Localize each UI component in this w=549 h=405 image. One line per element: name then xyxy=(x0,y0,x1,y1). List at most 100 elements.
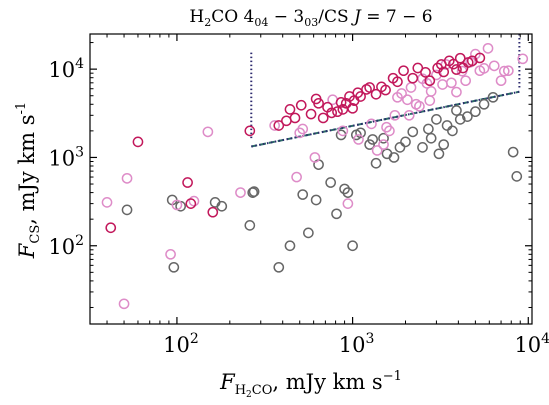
chart-title: H2CO 404 − 303/CS J = 7 − 6 xyxy=(189,7,432,29)
data-marks xyxy=(101,34,529,310)
data-point-pink xyxy=(235,187,246,198)
data-point-gray xyxy=(425,132,437,144)
data-point-gray xyxy=(355,127,366,139)
data-point-gray xyxy=(507,146,519,158)
data-point-pink xyxy=(101,197,113,208)
data-point-gray xyxy=(339,183,350,195)
y-tick-label-base: 10 xyxy=(48,58,75,82)
data-point-gray xyxy=(470,106,481,118)
data-point-gray xyxy=(388,152,400,163)
x-tick-label: 104 xyxy=(514,331,549,357)
data-point-gray xyxy=(378,132,389,144)
y-tick-label: 104 xyxy=(48,56,84,82)
x-tick-label: 103 xyxy=(339,331,375,357)
data-point-gray xyxy=(511,171,523,182)
data-point-crimson xyxy=(347,102,358,114)
data-point-pink xyxy=(425,86,437,97)
x-tick-label-base: 10 xyxy=(163,333,190,357)
data-point-crimson xyxy=(326,107,338,119)
data-point-crimson xyxy=(398,65,409,77)
data-point-gray xyxy=(273,261,285,273)
data-point-pink xyxy=(371,145,383,156)
data-point-pink xyxy=(421,78,433,89)
data-point-pink xyxy=(291,171,302,183)
data-point-pink xyxy=(488,60,500,72)
data-point-gray xyxy=(447,125,458,137)
data-point-gray xyxy=(400,136,411,148)
x-axis-label: FH2CO, mJy km s−1 xyxy=(219,369,402,400)
data-point-gray xyxy=(168,261,180,273)
data-point-crimson xyxy=(295,99,307,111)
data-point-gray xyxy=(247,187,259,198)
y-tick-label-base: 10 xyxy=(48,235,75,259)
data-point-gray xyxy=(433,148,445,160)
data-point-pink xyxy=(403,109,415,121)
data-point-pink xyxy=(269,120,281,131)
data-point-pink xyxy=(405,82,417,93)
data-point-crimson xyxy=(420,66,431,78)
data-point-crimson xyxy=(454,52,466,64)
data-point-gray xyxy=(451,105,462,116)
data-point-gray xyxy=(244,220,256,231)
y-tick-label-exp: 3 xyxy=(75,144,84,160)
data-point-gray xyxy=(431,114,442,125)
data-point-gray xyxy=(454,114,466,125)
data-point-gray xyxy=(370,157,382,169)
x-tick-label-exp: 3 xyxy=(366,331,375,347)
data-point-pink xyxy=(353,134,364,145)
data-point-gray xyxy=(394,142,406,153)
data-point-gray xyxy=(248,186,260,197)
data-point-crimson xyxy=(407,72,419,84)
data-point-pink xyxy=(424,95,436,106)
x-tick-label-base: 10 xyxy=(514,333,541,357)
data-point-gray xyxy=(462,111,473,122)
data-point-crimson xyxy=(380,84,391,96)
data-point-crimson xyxy=(317,112,329,124)
data-point-gray xyxy=(441,120,453,131)
data-point-crimson xyxy=(335,97,347,108)
data-point-pink xyxy=(384,125,395,137)
data-point-pink xyxy=(437,79,448,90)
data-point-crimson xyxy=(207,206,219,218)
data-point-crimson xyxy=(273,120,285,131)
data-point-pink xyxy=(297,123,309,135)
data-point-pink xyxy=(118,298,130,310)
data-point-pink xyxy=(121,172,133,184)
data-point-crimson xyxy=(370,88,382,100)
data-point-pink xyxy=(431,69,442,81)
data-point-pink xyxy=(188,195,200,207)
data-point-gray xyxy=(487,91,499,103)
data-point-gray xyxy=(216,200,228,212)
data-point-crimson xyxy=(451,64,462,75)
data-point-pink xyxy=(202,126,214,138)
data-point-crimson xyxy=(392,76,403,88)
data-point-gray xyxy=(438,139,450,150)
x-tick-label-base: 10 xyxy=(339,333,366,357)
data-point-pink xyxy=(414,100,425,112)
data-point-crimson xyxy=(182,177,193,188)
data-point-gray xyxy=(417,142,428,153)
data-point-gray xyxy=(284,240,296,252)
data-point-crimson xyxy=(305,108,317,120)
data-point-crimson xyxy=(364,82,375,93)
data-point-gray xyxy=(478,98,490,110)
data-point-gray xyxy=(367,134,378,145)
data-point-gray xyxy=(364,139,375,150)
x-tick-label: 102 xyxy=(163,331,199,357)
data-point-pink xyxy=(498,65,510,77)
data-point-crimson xyxy=(244,125,256,137)
data-point-gray xyxy=(347,240,358,252)
data-point-gray xyxy=(121,204,133,216)
data-point-pink xyxy=(402,94,413,106)
data-point-pink xyxy=(451,86,462,98)
data-point-pink xyxy=(337,125,349,137)
plot-frame xyxy=(89,33,533,325)
data-point-crimson xyxy=(284,104,296,115)
data-point-pink xyxy=(482,42,494,54)
data-point-pink xyxy=(378,139,389,150)
data-point-crimson xyxy=(281,115,292,127)
data-point-crimson xyxy=(474,52,486,64)
data-point-pink xyxy=(396,88,407,99)
